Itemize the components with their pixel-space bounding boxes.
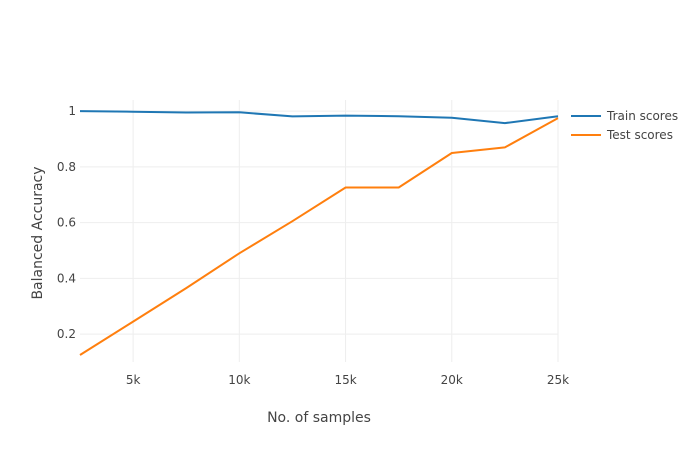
y-tick-label: 0.4 bbox=[57, 271, 76, 285]
x-axis-title: No. of samples bbox=[267, 410, 371, 426]
x-tick-label: 15k bbox=[334, 373, 356, 387]
series-line-train-scores bbox=[79, 110, 559, 125]
tick-layer: 5k 10k 15k 20k 25k 0.2 0.4 0.6 0.8 1 bbox=[57, 104, 569, 387]
x-tick-label: 25k bbox=[547, 373, 569, 387]
y-tick-label: 0.6 bbox=[57, 216, 76, 230]
y-tick-label: 0.8 bbox=[57, 160, 76, 174]
legend: Train scores Test scores bbox=[571, 109, 678, 142]
y-tick-label: 1 bbox=[68, 104, 76, 118]
x-tick-label: 10k bbox=[228, 373, 250, 387]
series-line-test-scores bbox=[79, 117, 559, 356]
series-layer bbox=[79, 110, 559, 356]
x-tick-label: 5k bbox=[126, 373, 141, 387]
grid-layer bbox=[80, 100, 559, 362]
x-tick-label: 20k bbox=[441, 373, 463, 387]
y-axis-title: Balanced Accuracy bbox=[30, 166, 46, 299]
legend-label-train-scores: Train scores bbox=[606, 109, 678, 123]
legend-label-test-scores: Test scores bbox=[606, 128, 673, 142]
y-tick-label: 0.2 bbox=[57, 327, 76, 341]
